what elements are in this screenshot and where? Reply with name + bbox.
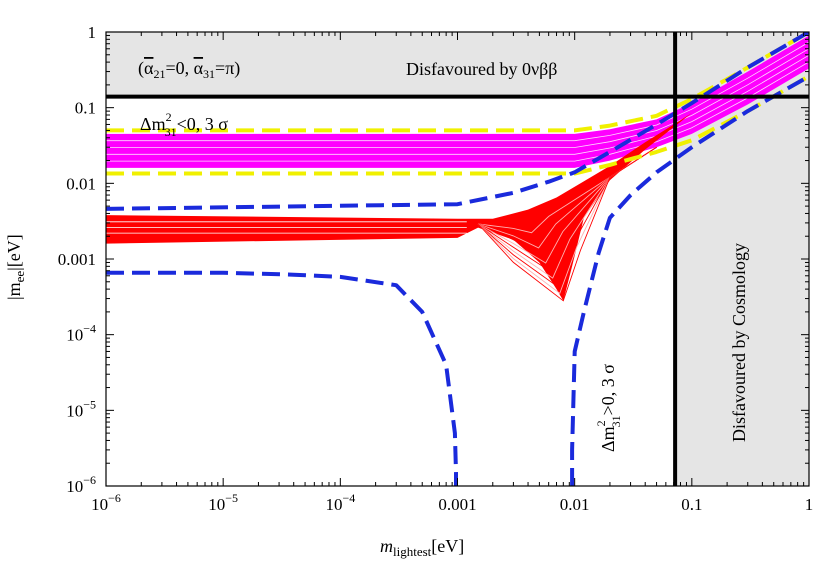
- x-tick-label: 1: [805, 495, 814, 514]
- disfavoured-cosmology-label: Disfavoured by Cosmology: [729, 243, 749, 442]
- normal-hierarchy-3sigma-lower-branch: [570, 74, 809, 486]
- y-tick-label: 1: [88, 23, 97, 42]
- y-tick-label: 0.001: [58, 250, 96, 269]
- inverted-hierarchy-band-inner-line: [106, 48, 809, 148]
- normal-hierarchy-3sigma-upper: [106, 32, 809, 211]
- inverted-hierarchy-label: Δm2 31<0, 3 σ: [140, 110, 228, 139]
- inverted-hierarchy-band: [106, 35, 809, 168]
- normal-hierarchy-label: Δm231>0, 3 σ: [594, 364, 623, 452]
- y-axis-label: |mee|[eV]: [4, 234, 27, 300]
- y-tick-label: 10−6: [66, 473, 96, 496]
- mass-bands: [106, 35, 809, 301]
- contour-curves: [106, 32, 809, 486]
- x-tick-label: 10−4: [325, 491, 355, 514]
- inverted-hierarchy-3sigma-upper: [106, 32, 809, 133]
- disfavoured-0vbb-label: Disfavoured by 0νββ: [406, 59, 557, 79]
- x-tick-label: 10−6: [91, 491, 121, 514]
- inverted-hierarchy-band-inner-line: [106, 41, 809, 142]
- axis-tick-labels: 10−6 10−5 10−4 0.001 0.01 0.1 1 1 0.1 0.01 0.001 10…: [58, 23, 814, 514]
- normal-hierarchy-3sigma-lower: [106, 270, 458, 486]
- y-tick-label: 10−4: [66, 322, 96, 345]
- x-tick-label: 10−5: [208, 491, 238, 514]
- y-tick-label: 0.1: [75, 99, 96, 118]
- y-tick-label: 10−5: [66, 397, 96, 420]
- normal-hierarchy-band: [106, 113, 692, 301]
- normal-hierarchy-curve: [477, 146, 657, 302]
- x-tick-label: 0.001: [438, 495, 476, 514]
- axis-ticks: [105, 31, 810, 487]
- limit-lines: [106, 32, 809, 486]
- params-annotation: (α21=0, α31=π): [138, 58, 240, 81]
- y-tick-label: 0.01: [66, 174, 96, 193]
- x-tick-label: 0.1: [681, 495, 702, 514]
- x-tick-label: 0.01: [560, 495, 590, 514]
- x-axis-label: mlightest[eV]: [380, 536, 464, 559]
